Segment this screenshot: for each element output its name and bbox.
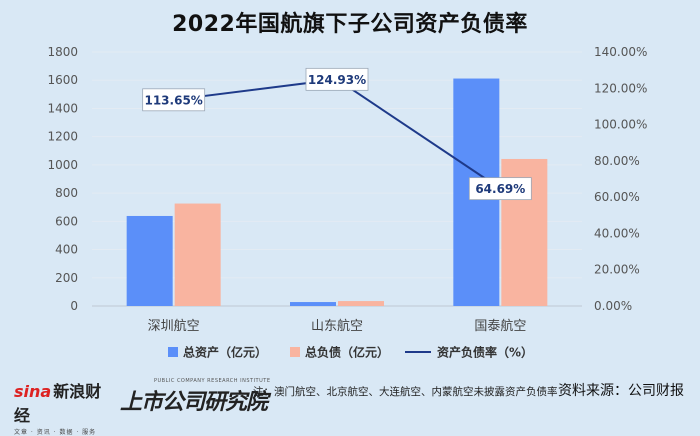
legend-label: 总负债（亿元）: [305, 345, 389, 360]
legend-label: 总资产（亿元）: [183, 345, 267, 360]
bar-total-liabilities: [338, 301, 384, 306]
y-right-tick-label: 60.00%: [594, 190, 640, 204]
y-left-tick-label: 400: [55, 243, 78, 257]
data-label-box: [142, 88, 206, 112]
legend-swatch: [168, 347, 178, 357]
legend: 总资产（亿元） 总负债（亿元） 资产负债率（%）: [168, 345, 533, 360]
data-labels: 113.65% 124.93% 64.69%: [142, 67, 532, 201]
data-label-box: [468, 177, 532, 201]
y-left-tick-label: 1000: [47, 158, 78, 172]
y-right-tick-label: 140.00%: [594, 45, 647, 59]
y-right-tick-label: 80.00%: [594, 154, 640, 168]
y-left-tick-label: 600: [55, 214, 78, 228]
y-left-tick-label: 200: [55, 271, 78, 285]
bar-total-assets: [290, 302, 336, 306]
y-right-tick-label: 20.00%: [594, 263, 640, 277]
x-axis-categories: 深圳航空 山东航空 国泰航空: [148, 318, 527, 334]
y-left-tick-label: 1800: [47, 45, 78, 59]
legend-swatch: [290, 347, 300, 357]
y-right-tick-label: 0.00%: [594, 299, 632, 313]
y-right-tick-label: 120.00%: [594, 81, 647, 95]
chart-title: 2022年国航旗下子公司资产负债率: [172, 12, 528, 37]
y-left-tick-label: 1400: [47, 101, 78, 115]
legend-label: 资产负债率（%）: [437, 345, 533, 360]
y-right-tick-label: 40.00%: [594, 226, 640, 240]
sina-finance-logo: sina 新浪财经 文章 · 资讯 · 数据 · 服务: [14, 382, 102, 436]
ratio-polyline: [173, 78, 501, 190]
y-left-tick-label: 0: [70, 299, 78, 313]
bar-total-assets: [126, 215, 173, 306]
data-label: 113.65%: [144, 93, 202, 107]
category-label: 山东航空: [311, 318, 363, 334]
ratio-line: [173, 78, 501, 190]
y-left-tick-label: 1600: [47, 73, 78, 87]
y-right-tick-label: 100.00%: [594, 118, 647, 132]
category-label: 深圳航空: [148, 318, 200, 334]
data-source: 资料来源：公司财报: [558, 383, 684, 399]
chart-area: 0 200 400 600 800 1000 1200 1400 1600 1800 0.00% 2…: [47, 45, 647, 360]
data-label-box: [305, 67, 369, 91]
category-label: 国泰航空: [474, 318, 526, 334]
y-left-tick-label: 800: [55, 186, 78, 200]
data-label: 124.93%: [308, 73, 366, 87]
y-axis-left: 0 200 400 600 800 1000 1200 1400 1600 1800: [47, 45, 78, 313]
bar-total-liabilities: [174, 203, 221, 306]
research-institute-logo: PUBLIC COMPANY RESEARCH INSTITUTE 上市公司研究…: [120, 378, 271, 415]
footnote: 注：澳门航空、北京航空、大连航空、内蒙航空未披露资产负债率: [253, 386, 558, 398]
y-left-tick-label: 1200: [47, 130, 78, 144]
data-label: 64.69%: [475, 182, 525, 196]
y-axis-right: 0.00% 20.00% 40.00% 60.00% 80.00% 100.00% 120.…: [594, 45, 647, 313]
